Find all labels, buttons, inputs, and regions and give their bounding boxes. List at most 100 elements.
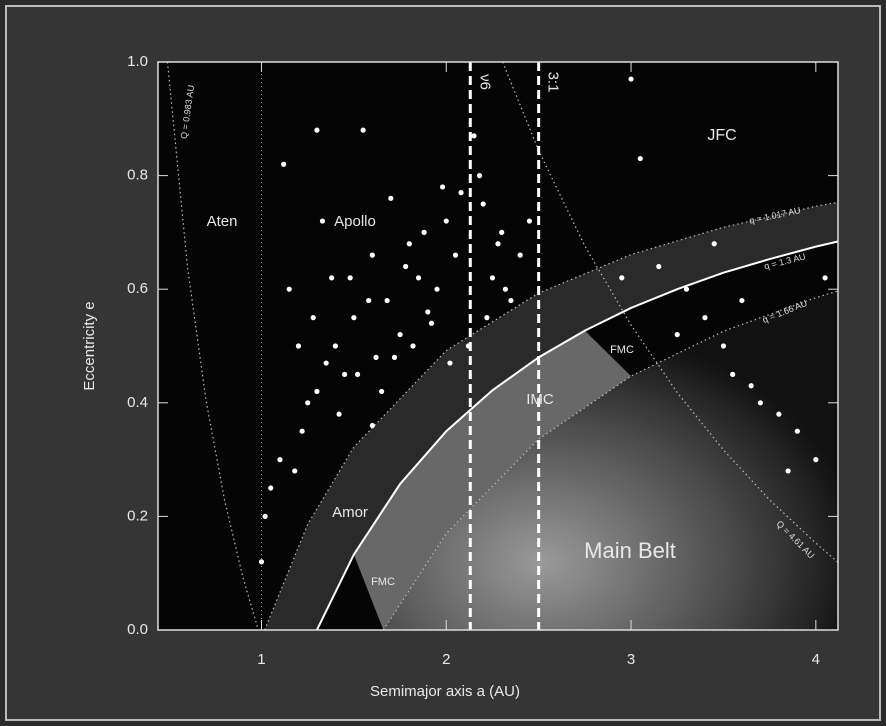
region-label: IMC — [526, 391, 554, 408]
asteroid-point — [292, 468, 298, 474]
asteroid-point — [421, 229, 427, 235]
region-label: FMC — [371, 576, 395, 588]
asteroid-point — [369, 252, 375, 258]
asteroid-point — [739, 297, 745, 304]
asteroid-point — [277, 457, 283, 463]
asteroid-point — [443, 218, 449, 224]
x-axis-label: Semimajor axis a (AU) — [370, 683, 520, 700]
asteroid-point — [384, 297, 390, 304]
asteroid-point — [323, 360, 329, 366]
asteroid-point — [397, 332, 403, 338]
region-label: Amor — [332, 504, 368, 521]
resonance-label: 3:1 — [545, 72, 562, 93]
plot-border — [157, 61, 839, 631]
curve — [316, 240, 838, 630]
asteroid-point — [439, 184, 446, 190]
region-label: Apollo — [334, 213, 376, 230]
asteroid-point — [711, 241, 717, 247]
region-label: FMC — [610, 344, 634, 356]
asteroid-point — [458, 190, 464, 196]
asteroid-point — [489, 275, 496, 281]
asteroid-point — [480, 201, 486, 207]
asteroid-point — [683, 286, 690, 292]
asteroid-point — [329, 275, 335, 281]
y-tick-label: 1.0 — [127, 53, 148, 70]
region-label: Aten — [207, 213, 238, 230]
asteroid-point — [428, 320, 435, 326]
asteroid-point — [502, 286, 508, 292]
region-label: Main Belt — [584, 538, 676, 563]
asteroid-point — [342, 371, 348, 377]
asteroid-point — [495, 241, 501, 247]
asteroid-point — [354, 371, 361, 377]
asteroid-point — [452, 252, 459, 258]
y-tick-label: 0.2 — [127, 507, 148, 524]
asteroid-point — [281, 161, 287, 167]
imc-shading — [353, 330, 632, 630]
x-tick-label: 2 — [442, 651, 450, 668]
asteroid-point — [262, 513, 268, 520]
asteroid-point — [366, 297, 372, 304]
asteroid-point — [656, 263, 662, 270]
curve — [166, 62, 259, 630]
y-tick-label: 0.6 — [127, 280, 148, 297]
density-shading — [264, 202, 838, 630]
main-belt-shading — [383, 290, 838, 630]
asteroid-point — [484, 315, 490, 321]
asteroid-point — [258, 559, 265, 565]
asteroid-point — [813, 457, 819, 463]
region-label: JFC — [707, 127, 736, 144]
asteroid-point — [499, 229, 505, 235]
asteroid-point — [785, 468, 791, 474]
asteroid-point — [286, 286, 292, 292]
asteroid-point — [406, 241, 412, 247]
asteroid-point — [794, 428, 800, 434]
asteroid-point — [310, 315, 316, 321]
asteroid-point — [299, 428, 305, 434]
y-tick-label: 0.0 — [127, 621, 148, 638]
asteroid-point — [347, 275, 353, 281]
x-tick-label: 3 — [627, 651, 635, 668]
asteroid-point — [757, 400, 763, 406]
asteroid-point — [465, 343, 472, 349]
asteroid-point — [447, 360, 453, 366]
asteroid-point — [619, 275, 625, 281]
asteroid-point — [471, 133, 477, 139]
asteroid-point — [748, 383, 754, 389]
asteroid-point — [674, 332, 680, 338]
asteroid-point — [403, 263, 409, 270]
asteroid-point — [351, 315, 357, 321]
asteroid-point — [517, 252, 523, 258]
asteroid-point — [730, 371, 736, 377]
asteroid-point — [332, 343, 338, 349]
asteroid-point — [336, 411, 342, 417]
asteroid-point — [373, 354, 379, 360]
amor-shading — [264, 202, 838, 630]
y-axis-label: Eccentricity e — [81, 301, 98, 390]
asteroid-point — [319, 218, 326, 224]
asteroid-point — [268, 485, 274, 491]
asteroid-point — [388, 195, 394, 201]
asteroid-point — [702, 315, 708, 321]
asteroid-point — [526, 218, 533, 224]
asteroid-point — [391, 354, 398, 360]
asteroid-point — [628, 76, 634, 82]
asteroid-point — [378, 388, 385, 395]
y-tick-label: 0.4 — [127, 394, 148, 411]
y-tick-label: 0.8 — [127, 167, 148, 184]
asteroid-point — [369, 422, 375, 429]
curve — [502, 62, 838, 563]
asteroid-point — [434, 286, 440, 292]
asteroid-point — [314, 388, 320, 395]
asteroid-point — [295, 343, 302, 349]
resonance-label: ν6 — [476, 74, 493, 90]
x-tick-label: 1 — [257, 651, 265, 668]
asteroid-point — [415, 275, 422, 281]
asteroid-point — [476, 173, 483, 179]
asteroid-point — [720, 343, 727, 349]
asteroid-point — [776, 411, 782, 417]
asteroid-point — [360, 127, 366, 133]
asteroid-point — [637, 155, 643, 162]
plot-layer — [166, 62, 838, 630]
